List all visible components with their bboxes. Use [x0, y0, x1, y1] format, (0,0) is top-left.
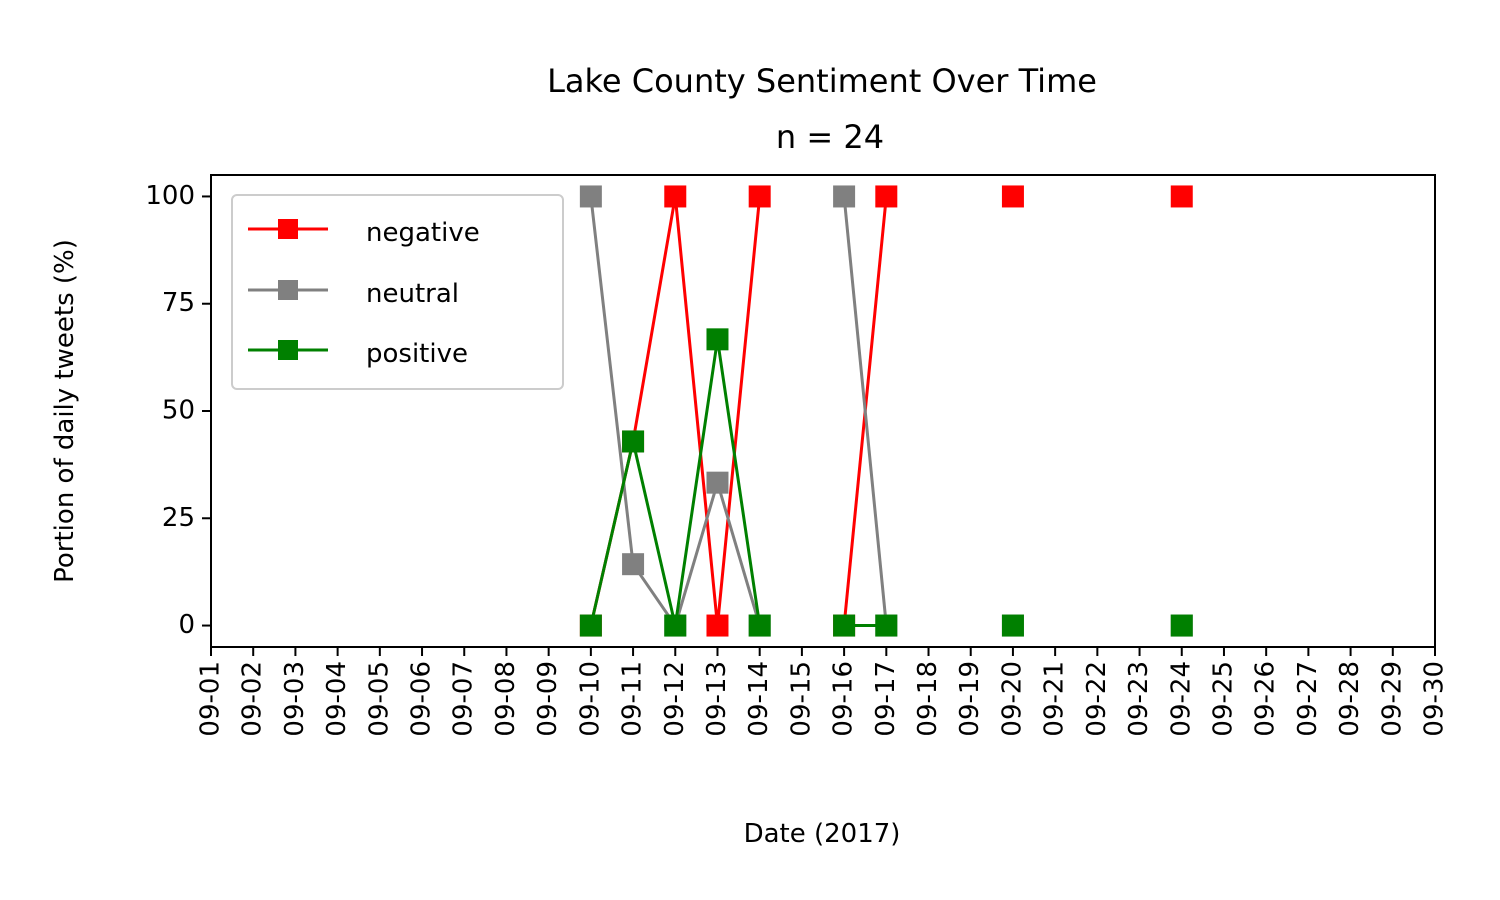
data-point-neutral [579, 185, 602, 208]
legend-label-neutral: neutral [366, 279, 459, 309]
legend-entry-positive: positive [248, 339, 468, 369]
legend-entry-neutral: neutral [248, 279, 459, 309]
x-tick-label: 09-17 [871, 661, 901, 737]
legend-marker-negative [278, 219, 298, 239]
data-point-neutral [833, 185, 856, 208]
legend-box [231, 194, 564, 390]
y-tick-label: 75 [162, 288, 195, 318]
x-tick-label: 09-29 [1377, 661, 1407, 737]
x-tick-label: 09-02 [238, 661, 268, 737]
x-tick-label: 09-05 [364, 661, 394, 737]
data-point-negative [1170, 185, 1193, 208]
axis-ticks: 09-01 09-02 09-03 09-04 09-05 09-06 09-07 09-08… [145, 181, 1449, 737]
x-tick-label: 09-28 [1335, 661, 1365, 737]
data-point-neutral [706, 471, 729, 494]
y-tick-label: 100 [145, 181, 195, 211]
chart-subtitle: n = 24 [776, 118, 884, 156]
y-tick-label: 0 [178, 610, 195, 640]
legend-entry-negative: negative [248, 218, 480, 248]
x-tick-label: 09-09 [533, 661, 563, 737]
x-tick-label: 09-07 [449, 661, 479, 737]
series-layer [579, 185, 1193, 637]
x-tick-label: 09-11 [618, 661, 648, 737]
data-point-neutral [622, 553, 645, 576]
legend-marker-positive [278, 340, 298, 360]
legend-label-positive: positive [366, 339, 468, 369]
series-positive [579, 328, 1193, 637]
data-point-negative [706, 614, 729, 637]
data-point-positive [875, 614, 898, 637]
x-tick-label: 09-08 [491, 661, 521, 737]
x-axis-label: Date (2017) [744, 819, 901, 849]
x-tick-label: 09-01 [196, 661, 226, 737]
x-tick-label: 09-06 [407, 661, 437, 737]
data-point-negative [1001, 185, 1024, 208]
x-tick-label: 09-13 [702, 661, 732, 737]
x-tick-label: 09-14 [744, 661, 774, 737]
y-tick-label: 50 [162, 396, 195, 426]
x-tick-label: 09-27 [1293, 661, 1323, 737]
x-tick-label: 09-18 [913, 661, 943, 737]
data-point-positive [664, 614, 687, 637]
x-tick-label: 09-04 [322, 661, 352, 737]
x-tick-label: 09-10 [575, 661, 605, 737]
legend-label-negative: negative [366, 218, 480, 248]
data-point-positive [833, 614, 856, 637]
data-point-negative [664, 185, 687, 208]
x-tick-label: 09-26 [1251, 661, 1281, 737]
x-tick-label: 09-16 [829, 661, 859, 737]
data-point-positive [622, 430, 645, 453]
x-tick-label: 09-23 [1124, 661, 1154, 737]
data-point-positive [706, 328, 729, 351]
x-tick-label: 09-03 [280, 661, 310, 737]
y-tick-label: 25 [162, 503, 195, 533]
data-point-positive [748, 614, 771, 637]
data-point-positive [579, 614, 602, 637]
x-tick-label: 09-30 [1420, 661, 1450, 737]
x-tick-label: 09-15 [786, 661, 816, 737]
legend: negative neutral positive [231, 194, 564, 390]
x-tick-label: 09-19 [955, 661, 985, 737]
data-point-negative [875, 185, 898, 208]
series-line-neutral [842, 196, 888, 626]
legend-marker-neutral [278, 280, 298, 300]
data-point-positive [1001, 614, 1024, 637]
chart-title: Lake County Sentiment Over Time [547, 62, 1097, 100]
x-tick-label: 09-12 [660, 661, 690, 737]
data-point-positive [1170, 614, 1193, 637]
x-tick-label: 09-21 [1040, 661, 1070, 737]
x-tick-label: 09-22 [1082, 661, 1112, 737]
y-axis-label: Portion of daily tweets (%) [50, 239, 80, 583]
x-tick-label: 09-25 [1208, 661, 1238, 737]
plot-frame [210, 174, 1436, 648]
x-tick-label: 09-20 [997, 661, 1027, 737]
x-tick-label: 09-24 [1166, 661, 1196, 737]
data-point-negative [748, 185, 771, 208]
